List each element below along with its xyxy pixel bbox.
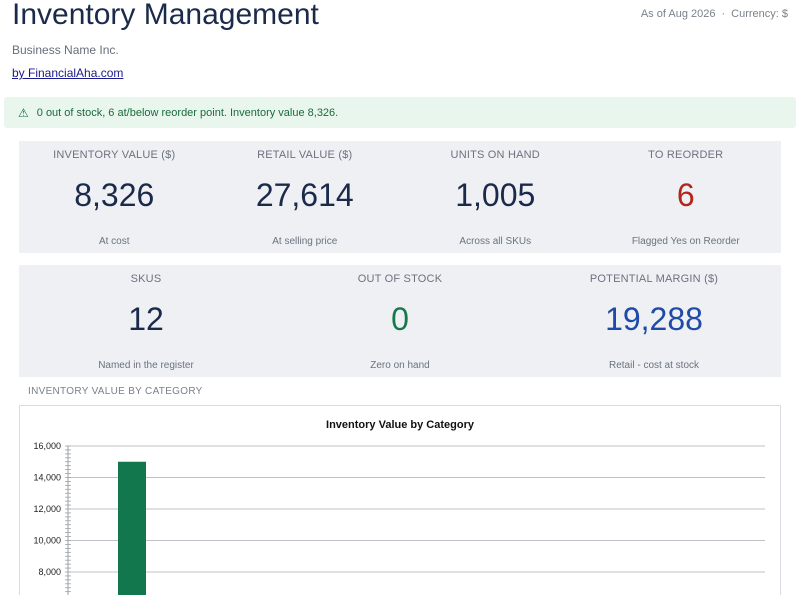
kpi-label: RETAIL VALUE ($)	[257, 149, 353, 161]
kpi-row-2: SKUS 12 Named in the register OUT OF STO…	[19, 265, 781, 377]
inventory-value-chart: Inventory Value by Category 8,000 10,000 1…	[19, 405, 781, 595]
meta-separator: ·	[721, 8, 726, 20]
kpi-to-reorder: TO REORDER 6 Flagged Yes on Reorder	[591, 141, 782, 253]
kpi-value: 8,326	[74, 177, 155, 213]
kpi-label: INVENTORY VALUE ($)	[53, 149, 176, 161]
chart-bar	[118, 461, 146, 595]
kpi-row-1: INVENTORY VALUE ($) 8,326 At cost RETAIL…	[19, 141, 781, 253]
kpi-potential-margin: POTENTIAL MARGIN ($) 19,288 Retail - cos…	[527, 265, 781, 377]
y-tick-label: 12,000	[33, 504, 61, 514]
byline-link[interactable]: by FinancialAha.com	[12, 66, 124, 80]
chart-plot: 8,000 10,000 12,000 14,000 16,000	[33, 441, 765, 595]
y-tick-label: 8,000	[38, 567, 61, 577]
kpi-note: Zero on hand	[370, 360, 430, 371]
y-tick-label: 10,000	[33, 536, 61, 546]
kpi-label: POTENTIAL MARGIN ($)	[589, 273, 719, 285]
kpi-value: 19,288	[605, 301, 703, 337]
status-alert: ⚠ 0 out of stock, 6 at/below reorder poi…	[4, 97, 796, 128]
kpi-label: OUT OF STOCK	[357, 273, 443, 285]
header-meta: As of Aug 2026 · Currency: $	[641, 8, 788, 20]
currency-label: Currency: $	[731, 8, 788, 20]
kpi-value: 1,005	[455, 177, 536, 213]
y-tick-label: 14,000	[33, 473, 61, 483]
warning-icon: ⚠	[18, 105, 29, 120]
kpi-value: 12	[128, 301, 164, 337]
kpi-label: SKUS	[130, 273, 162, 285]
as-of-date: As of Aug 2026	[640, 8, 716, 20]
kpi-value: 6	[676, 177, 695, 213]
kpi-value: 0	[391, 301, 409, 337]
business-name: Business Name Inc.	[12, 43, 119, 57]
y-tick-label: 16,000	[33, 441, 61, 451]
kpi-units-on-hand: UNITS ON HAND 1,005 Across all SKUs	[400, 141, 591, 253]
chart-section-title: INVENTORY VALUE BY CATEGORY	[28, 386, 203, 397]
kpi-note: Named in the register	[98, 360, 194, 371]
alert-text: 0 out of stock, 6 at/below reorder point…	[36, 106, 339, 119]
page-header: Inventory Management Business Name Inc. …	[0, 0, 800, 90]
kpi-note: Across all SKUs	[459, 236, 532, 247]
kpi-inventory-value: INVENTORY VALUE ($) 8,326 At cost	[19, 141, 210, 253]
chart-title: Inventory Value by Category	[326, 419, 474, 431]
kpi-value: 27,614	[255, 177, 354, 213]
kpi-retail-value: RETAIL VALUE ($) 27,614 At selling price	[210, 141, 401, 253]
kpi-note: At selling price	[272, 236, 338, 247]
kpi-note: Flagged Yes on Reorder	[631, 236, 740, 247]
kpi-note: At cost	[98, 236, 130, 247]
kpi-out-of-stock: OUT OF STOCK 0 Zero on hand	[273, 265, 527, 377]
kpi-skus: SKUS 12 Named in the register	[19, 265, 273, 377]
kpi-label: TO REORDER	[648, 149, 724, 161]
page-title: Inventory Management	[12, 0, 319, 31]
kpi-note: Retail - cost at stock	[608, 360, 700, 371]
kpi-label: UNITS ON HAND	[450, 149, 540, 161]
